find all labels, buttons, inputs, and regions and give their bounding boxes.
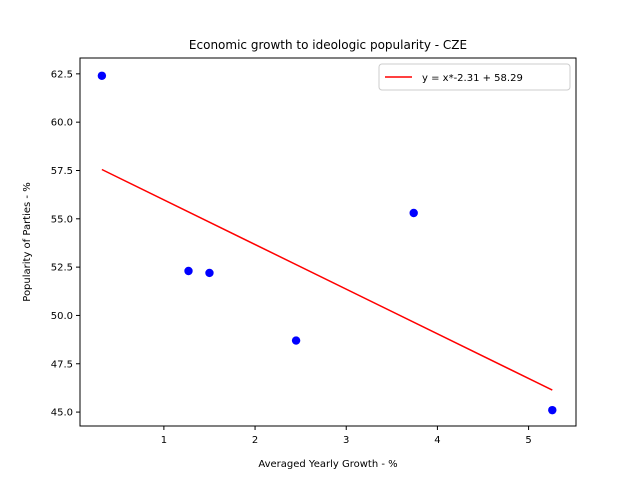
plot-frame — [79, 57, 577, 427]
y-tick-label: 52.5 — [51, 263, 73, 274]
y-tick-label: 55.0 — [51, 214, 73, 225]
chart-title: Economic growth to ideologic popularity … — [189, 38, 467, 52]
x-tick-label: 4 — [434, 435, 440, 446]
scatter-point — [184, 266, 193, 276]
y-tick-label: 47.5 — [51, 359, 73, 370]
legend-box — [378, 63, 571, 91]
scatter-point — [548, 405, 557, 415]
y-axis-label: Popularity of Parties - % — [22, 182, 33, 301]
scatter-point — [409, 208, 418, 218]
x-axis-ticks: 1 2 3 4 5 — [161, 426, 532, 446]
y-tick-label: 45.0 — [51, 408, 73, 419]
scatter-point — [291, 336, 301, 345]
x-tick-label: 1 — [161, 435, 167, 446]
x-tick-label: 5 — [525, 435, 531, 446]
legend-entry: y = x*-2.31 + 58.29 — [422, 73, 523, 84]
scatter-point — [205, 268, 214, 278]
y-tick-label: 50.0 — [51, 311, 73, 322]
x-axis-label: Averaged Yearly Growth - % — [258, 459, 397, 470]
x-tick-label: 2 — [252, 435, 258, 446]
x-tick-label: 3 — [343, 435, 349, 446]
y-tick-label: 57.5 — [51, 166, 73, 177]
y-tick-label: 62.5 — [51, 69, 73, 80]
y-axis-ticks: 45.0 47.5 50.0 52.5 55.0 57.5 60.0 62.5 — [51, 69, 80, 419]
legend: y = x*-2.31 + 58.29 — [378, 63, 571, 91]
scatter-point — [97, 71, 107, 80]
plot-area — [97, 71, 557, 415]
y-tick-label: 60.0 — [51, 118, 73, 129]
regression-line — [101, 168, 553, 391]
